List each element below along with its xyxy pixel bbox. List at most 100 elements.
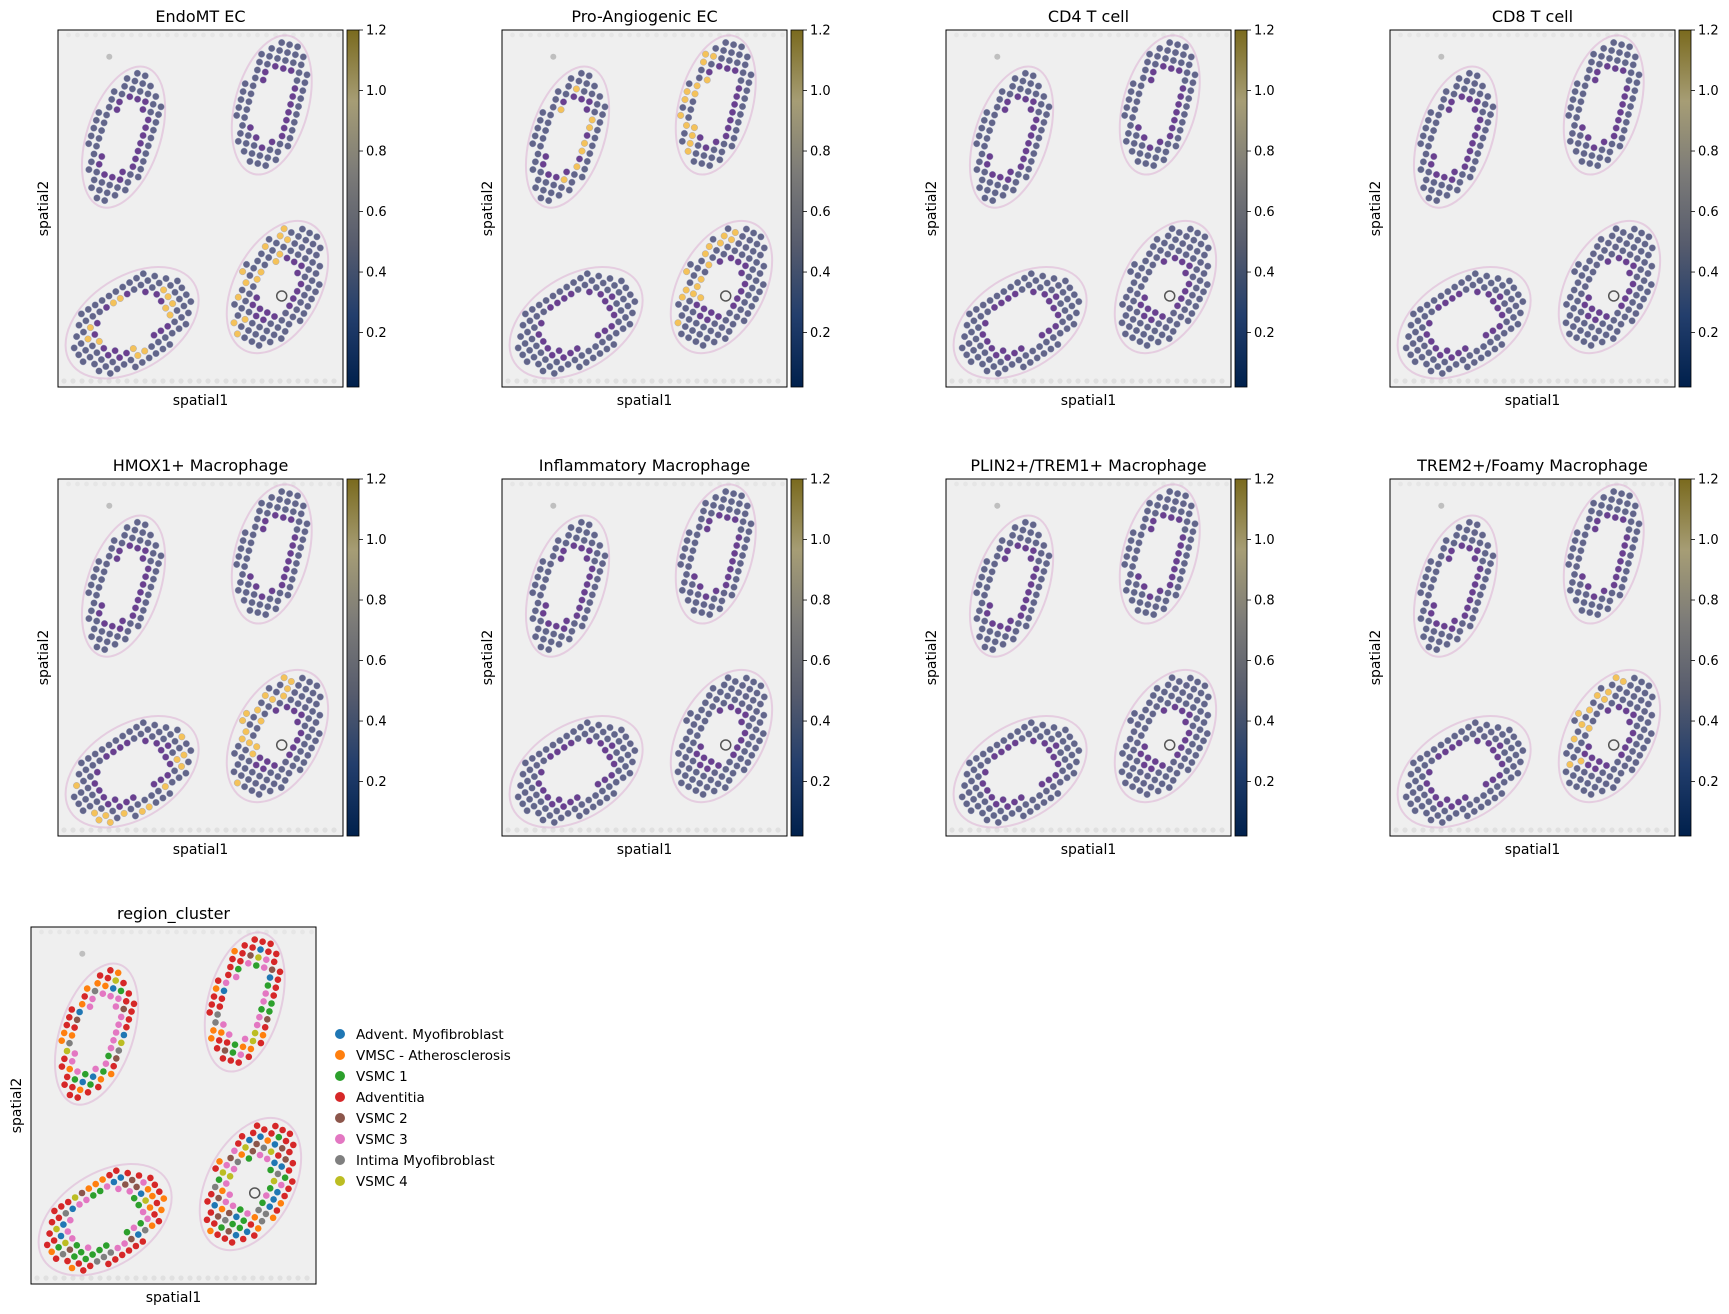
spot bbox=[1134, 573, 1142, 581]
spot bbox=[1631, 53, 1639, 61]
bg-spot bbox=[550, 378, 556, 384]
spot bbox=[1448, 294, 1456, 302]
colorbar-tick-label: 1.0 bbox=[810, 84, 831, 99]
bg-spot bbox=[322, 378, 328, 384]
spot bbox=[123, 524, 131, 532]
spot bbox=[126, 620, 134, 628]
spot bbox=[1422, 599, 1430, 607]
spot bbox=[115, 995, 122, 1002]
spot bbox=[119, 283, 127, 291]
spot bbox=[578, 95, 586, 103]
spot bbox=[1175, 549, 1183, 557]
spot bbox=[173, 756, 181, 764]
spot bbox=[626, 320, 634, 328]
spot bbox=[274, 503, 282, 511]
spot bbox=[695, 74, 703, 82]
spot bbox=[1625, 287, 1633, 295]
spot bbox=[139, 719, 147, 727]
spot bbox=[1054, 730, 1062, 738]
spot bbox=[277, 784, 285, 792]
spot bbox=[82, 766, 90, 774]
spot bbox=[574, 286, 582, 294]
spot bbox=[1622, 118, 1630, 126]
bg-spot bbox=[1587, 32, 1592, 38]
spot bbox=[1145, 717, 1153, 725]
spot bbox=[249, 1037, 257, 1045]
spot bbox=[701, 268, 709, 276]
spot bbox=[142, 124, 150, 132]
spot bbox=[137, 1220, 144, 1227]
spot bbox=[1418, 773, 1426, 781]
spot bbox=[274, 1188, 281, 1196]
spot bbox=[720, 47, 728, 55]
spot bbox=[312, 719, 320, 727]
spot bbox=[1137, 301, 1145, 309]
spot bbox=[284, 591, 292, 599]
spot bbox=[300, 291, 308, 299]
bg-spot bbox=[79, 1275, 85, 1281]
spot bbox=[1632, 291, 1640, 299]
bg-spot bbox=[174, 481, 179, 487]
spot bbox=[1581, 531, 1589, 539]
spot bbox=[990, 812, 998, 820]
bg-spot bbox=[309, 32, 314, 38]
spot bbox=[550, 818, 558, 826]
spot bbox=[241, 783, 249, 791]
bg-spot bbox=[712, 378, 718, 384]
colorbar-tick-label: 1.2 bbox=[1254, 473, 1275, 488]
spot bbox=[285, 108, 293, 116]
spot bbox=[580, 536, 588, 544]
spot bbox=[85, 615, 93, 623]
spot bbox=[1485, 290, 1493, 298]
spot bbox=[735, 84, 743, 92]
spot bbox=[1011, 349, 1019, 357]
spot bbox=[535, 331, 543, 339]
spot bbox=[291, 51, 299, 59]
spot bbox=[96, 1246, 103, 1254]
spot bbox=[738, 700, 746, 708]
spot bbox=[1629, 61, 1637, 69]
spot bbox=[750, 678, 758, 686]
spot bbox=[1036, 733, 1044, 741]
spot bbox=[991, 303, 999, 311]
spot bbox=[983, 367, 991, 375]
bg-spot bbox=[1474, 378, 1480, 384]
spot bbox=[1000, 288, 1008, 296]
spot bbox=[71, 1253, 78, 1260]
spot bbox=[107, 992, 114, 1000]
spot bbox=[1040, 567, 1048, 575]
spot bbox=[111, 191, 119, 199]
bg-spot bbox=[1452, 481, 1457, 487]
bg-spot bbox=[1479, 481, 1484, 487]
bg-spot bbox=[690, 481, 695, 487]
spot bbox=[118, 1039, 125, 1047]
spot bbox=[100, 1068, 107, 1075]
bg-spot bbox=[178, 827, 184, 833]
spot bbox=[251, 1232, 258, 1239]
spot bbox=[1633, 528, 1641, 536]
spot bbox=[745, 528, 753, 536]
spot bbox=[1582, 264, 1590, 272]
spot bbox=[139, 157, 147, 165]
spot bbox=[255, 790, 263, 798]
spot bbox=[1448, 176, 1456, 184]
spot bbox=[1588, 772, 1596, 780]
spot bbox=[1162, 773, 1170, 781]
spot bbox=[1049, 783, 1057, 791]
spot bbox=[1004, 354, 1012, 362]
spot bbox=[1164, 496, 1172, 504]
spot bbox=[267, 769, 275, 777]
bg-spot bbox=[237, 929, 242, 935]
spot bbox=[237, 323, 245, 331]
spot bbox=[544, 568, 552, 576]
spot bbox=[1514, 769, 1522, 777]
spot bbox=[745, 722, 753, 730]
spot bbox=[295, 232, 303, 240]
spot bbox=[983, 816, 991, 824]
spot bbox=[682, 286, 690, 294]
spot bbox=[297, 95, 305, 103]
spot bbox=[1141, 275, 1149, 283]
spot bbox=[93, 643, 101, 651]
spot bbox=[157, 746, 165, 754]
spot bbox=[266, 52, 274, 60]
